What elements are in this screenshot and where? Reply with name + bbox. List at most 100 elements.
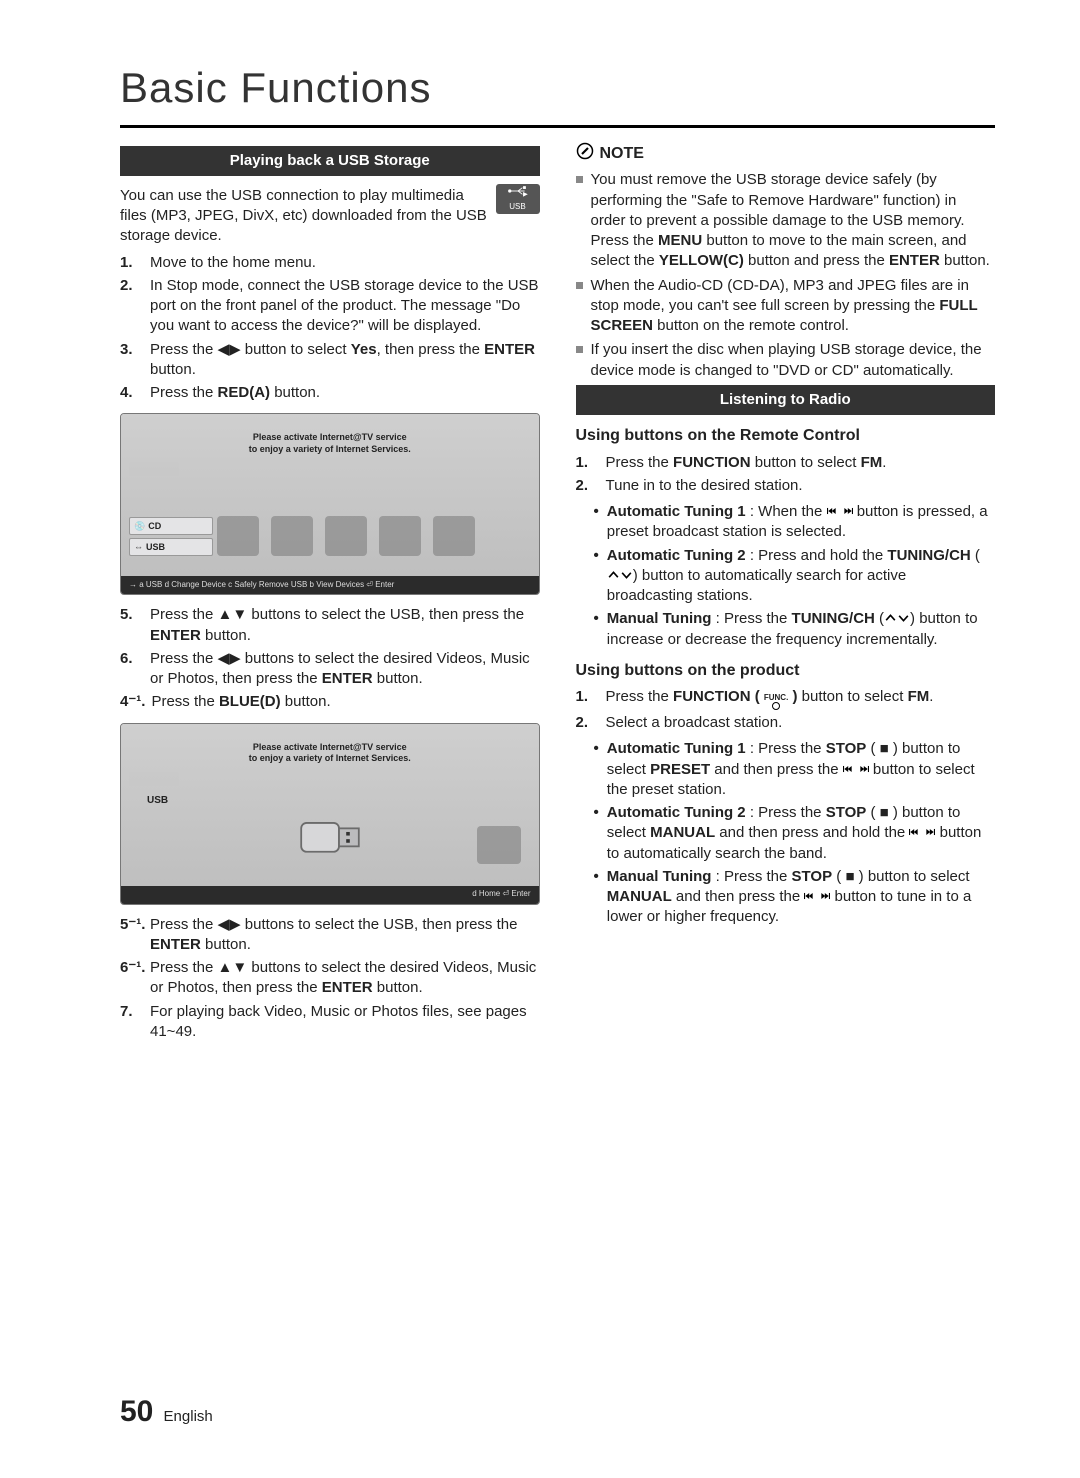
list-item: If you insert the disc when playing USB …	[576, 340, 996, 381]
section-header-usb: Playing back a USB Storage	[120, 146, 540, 176]
step-number: 7.	[120, 1002, 144, 1043]
note-label: NOTE	[600, 143, 644, 165]
scr2-bar-text: d Home ⏎ Enter	[472, 889, 530, 900]
scr1-banner-l1: Please activate Internet@TV service	[249, 432, 411, 443]
item-text: If you insert the disc when playing USB …	[591, 340, 996, 381]
item-text: When the Audio-CD (CD-DA), MP3 and JPEG …	[591, 276, 996, 337]
usb-badge-label: USB	[509, 202, 525, 213]
step-number: 3.	[120, 340, 144, 381]
list-item: 5⁻¹.Press the ◀▶ buttons to select the U…	[120, 915, 540, 956]
intro-text: You can use the USB connection to play m…	[120, 186, 540, 247]
step-text: Press the ◀▶ buttons to select the USB, …	[150, 915, 540, 956]
list-item: Automatic Tuning 2 : Press and hold the …	[594, 546, 996, 607]
step-text: In Stop mode, connect the USB storage de…	[150, 276, 540, 337]
step-text: Tune in to the desired station.	[606, 476, 803, 496]
scr2-thumb	[477, 826, 521, 864]
radio-product-bullets: Automatic Tuning 1 : Press the STOP ( ■ …	[594, 739, 996, 927]
step-text: Press the BLUE(D) button.	[151, 692, 330, 712]
list-item: 4. Press the RED(A) button.	[120, 383, 540, 403]
step-text: Select a broadcast station.	[606, 713, 783, 733]
list-item: Manual Tuning : Press the STOP ( ■ ) but…	[594, 867, 996, 928]
step-number: 6.	[120, 649, 144, 690]
radio-remote-bullets: Automatic Tuning 1 : When the button is …	[594, 502, 996, 650]
right-column: NOTE You must remove the USB storage dev…	[576, 142, 996, 1049]
step-number: 5⁻¹.	[120, 915, 144, 956]
list-item: You must remove the USB storage device s…	[576, 170, 996, 271]
step-text: For playing back Video, Music or Photos …	[150, 1002, 540, 1043]
item-text: Manual Tuning : Press the STOP ( ■ ) but…	[607, 867, 995, 928]
list-item: 1. Move to the home menu.	[120, 253, 540, 273]
left-column: Playing back a USB Storage USB You can u…	[120, 142, 540, 1049]
pencil-icon	[576, 142, 594, 167]
step-number: 2.	[120, 276, 144, 337]
scr1-banner-l2: to enjoy a variety of Internet Services.	[249, 444, 411, 455]
item-text: You must remove the USB storage device s…	[591, 170, 996, 271]
list-item: Automatic Tuning 1 : When the button is …	[594, 502, 996, 543]
steps-c: 5⁻¹.Press the ◀▶ buttons to select the U…	[120, 915, 540, 1043]
item-text: Automatic Tuning 1 : When the button is …	[607, 502, 995, 543]
page: Basic Functions Playing back a USB Stora…	[0, 0, 1080, 1478]
step-text: Press the ◀▶ buttons to select the desir…	[150, 649, 540, 690]
scr2-banner: Please activate Internet@TV service to e…	[249, 742, 411, 765]
list-item: 2.In Stop mode, connect the USB storage …	[120, 276, 540, 337]
sub-remote: Using buttons on the Remote Control	[576, 425, 996, 447]
step-number: 1.	[120, 253, 144, 273]
step-number: 2.	[576, 713, 600, 733]
scr2-banner-l1: Please activate Internet@TV service	[249, 742, 411, 753]
scr1-icon-row	[217, 516, 529, 556]
step-number: 5.	[120, 605, 144, 646]
item-text: Manual Tuning : Press the TUNING/CH () b…	[607, 609, 995, 650]
list-item: 2. Tune in to the desired station.	[576, 476, 996, 496]
list-item: 6⁻¹.Press the ▲▼ buttons to select the d…	[120, 958, 540, 999]
step-number: 4.	[120, 383, 144, 403]
step-text: Press the FUNCTION button to select FM.	[606, 453, 887, 473]
page-title: Basic Functions	[120, 60, 995, 117]
footer: 50 English	[120, 1392, 213, 1433]
list-item: When the Audio-CD (CD-DA), MP3 and JPEG …	[576, 276, 996, 337]
scr1-banner: Please activate Internet@TV service to e…	[249, 432, 411, 455]
screenshot-2: Please activate Internet@TV service to e…	[120, 723, 540, 905]
scr2-logo	[129, 772, 179, 786]
section-header-radio: Listening to Radio	[576, 385, 996, 415]
scr1-bar-text: → a USB d Change Device c Safely Remove …	[129, 580, 394, 591]
list-item: 2. Select a broadcast station.	[576, 713, 996, 733]
scr2-bottom-bar: d Home ⏎ Enter	[121, 886, 539, 904]
scr1-logo	[129, 462, 179, 476]
usb-trident-icon	[507, 185, 529, 201]
scr1-tab-usb: ⇔ USB	[129, 538, 213, 556]
item-text: Automatic Tuning 2 : Press the STOP ( ■ …	[607, 803, 995, 864]
list-item: 1. Press the FUNCTION button to select FM…	[576, 453, 996, 473]
scr1-sidebar: 💿 CD ⇔ USB	[129, 514, 213, 556]
scr1-tab-cd: 💿 CD	[129, 517, 213, 535]
list-item: 3.Press the ◀▶ button to select Yes, the…	[120, 340, 540, 381]
step-text: Press the FUNCTION ( FUNC. ) button to s…	[606, 687, 934, 710]
note-list: You must remove the USB storage device s…	[576, 170, 996, 381]
radio-product-steps: 1. Press the FUNCTION ( FUNC. ) button to…	[576, 687, 996, 733]
item-text: Automatic Tuning 1 : Press the STOP ( ■ …	[607, 739, 995, 800]
steps-b: 5.Press the ▲▼ buttons to select the USB…	[120, 605, 540, 712]
scr2-banner-l2: to enjoy a variety of Internet Services.	[249, 753, 411, 764]
radio-remote-steps: 1. Press the FUNCTION button to select FM…	[576, 453, 996, 497]
step-text: Move to the home menu.	[150, 253, 316, 273]
item-text: Automatic Tuning 2 : Press and hold the …	[607, 546, 995, 607]
step-number: 4⁻¹.	[120, 692, 145, 712]
step-text: Press the ▲▼ buttons to select the desir…	[150, 958, 540, 999]
title-rule	[120, 125, 995, 128]
page-language: English	[164, 1408, 213, 1425]
step-number: 6⁻¹.	[120, 958, 144, 999]
step-text: Press the RED(A) button.	[150, 383, 320, 403]
sub-product: Using buttons on the product	[576, 660, 996, 682]
screenshot-1: Please activate Internet@TV service to e…	[120, 413, 540, 595]
scr2-usb-label: USB	[147, 794, 168, 808]
step-number: 1.	[576, 687, 600, 710]
step-text: Press the ▲▼ buttons to select the USB, …	[150, 605, 540, 646]
list-item: 5.Press the ▲▼ buttons to select the USB…	[120, 605, 540, 646]
note-heading: NOTE	[576, 142, 996, 167]
step-number: 2.	[576, 476, 600, 496]
list-item: 1. Press the FUNCTION ( FUNC. ) button to…	[576, 687, 996, 710]
list-item: 4⁻¹. Press the BLUE(D) button.	[120, 692, 540, 712]
step-number: 1.	[576, 453, 600, 473]
page-number: 50	[120, 1395, 153, 1428]
list-item: Manual Tuning : Press the TUNING/CH () b…	[594, 609, 996, 650]
list-item: Automatic Tuning 1 : Press the STOP ( ■ …	[594, 739, 996, 800]
